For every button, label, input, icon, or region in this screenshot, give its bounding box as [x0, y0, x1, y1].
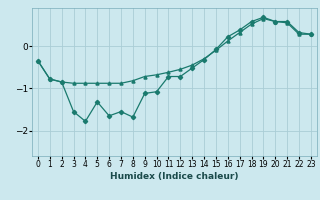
X-axis label: Humidex (Indice chaleur): Humidex (Indice chaleur): [110, 172, 239, 181]
